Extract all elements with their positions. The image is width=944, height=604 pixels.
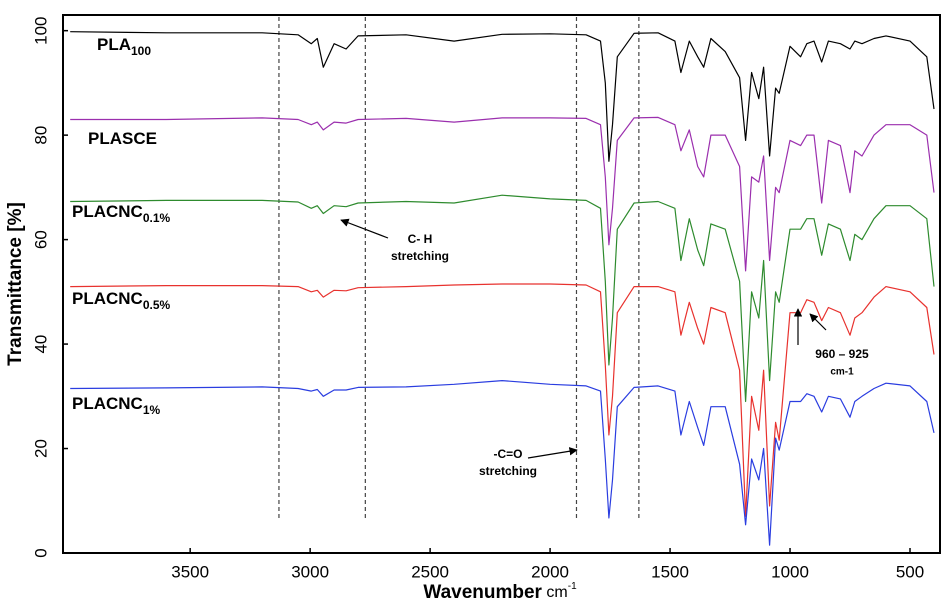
spectrum-line: [70, 31, 935, 162]
y-tick-label: 60: [31, 230, 50, 249]
y-tick-label: 20: [31, 439, 50, 458]
x-tick-label: 500: [896, 562, 924, 581]
arrow: [340, 218, 389, 239]
y-tick-label: 80: [31, 126, 50, 145]
series-subscript: 1%: [143, 403, 161, 417]
spectrum-line: [70, 380, 935, 546]
x-axis-label-main: Wavenumber: [423, 582, 542, 603]
series-label: PLACNC0.1%: [72, 202, 171, 225]
annotation-arrows: [340, 218, 827, 459]
spectrum-line: [70, 194, 935, 403]
series-label: PLACNC0.5%: [72, 289, 171, 312]
series-name: PLACNC: [72, 202, 143, 221]
x-tick-label: 3000: [291, 562, 329, 581]
y-tick-label: 100: [31, 16, 50, 44]
series-subscript: 0.1%: [143, 211, 171, 225]
x-axis-label-unit-sup: -1: [568, 581, 577, 592]
spectrum-line: [70, 283, 935, 517]
annotation: stretching: [479, 464, 537, 478]
series-label: PLACNC1%: [72, 394, 161, 417]
series-name: PLACNC: [72, 289, 143, 308]
y-tick-label: 40: [31, 335, 50, 354]
plot-area: [62, 14, 941, 554]
y-axis-label: Transmittance [%]: [5, 202, 26, 366]
annotation: cm-1: [830, 367, 854, 378]
plot-frame: [62, 14, 941, 554]
x-tick-label: 3500: [171, 562, 209, 581]
annotation: stretching: [391, 249, 449, 263]
x-tick-label: 1500: [651, 562, 689, 581]
series-label: PLASCE: [88, 129, 157, 148]
annotation: -C=O: [493, 447, 522, 461]
series-subscript: 100: [131, 44, 151, 58]
x-tick-label: 2500: [411, 562, 449, 581]
annotation: 960 – 925: [815, 347, 869, 361]
y-tick-label: 0: [31, 548, 50, 557]
arrow: [809, 313, 827, 331]
series-name: PLACNC: [72, 394, 143, 413]
spectrum-line: [70, 116, 935, 272]
x-tick-label: 2000: [531, 562, 569, 581]
series-label: PLA100: [97, 35, 151, 58]
x-axis-label-unit: cm: [546, 584, 567, 601]
series-subscript: 0.5%: [143, 298, 171, 312]
series-name: PLA: [97, 35, 131, 54]
x-axis-label: Wavenumber cm-1: [423, 581, 577, 603]
x-tick-label: 1000: [771, 562, 809, 581]
arrow: [527, 447, 578, 459]
series-name: PLASCE: [88, 129, 157, 148]
annotation: C- H: [408, 232, 433, 246]
